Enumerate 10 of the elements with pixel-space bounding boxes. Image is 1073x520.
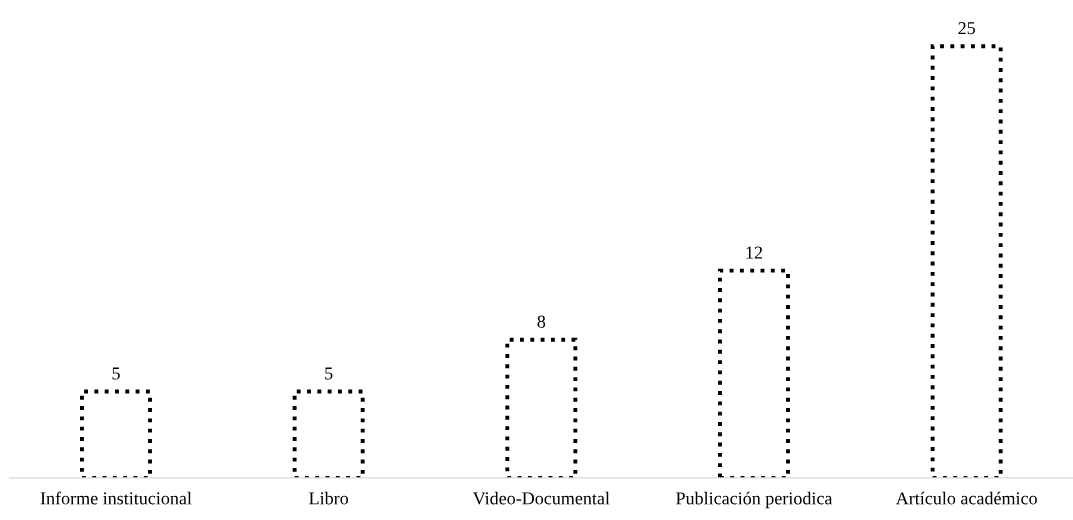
x-tick-label: Publicación periodica <box>676 491 833 509</box>
x-tick-label: Libro <box>309 491 349 505</box>
data-label: 5 <box>112 367 120 380</box>
data-label: 25 <box>958 22 975 35</box>
data-label: 12 <box>746 246 763 259</box>
x-tick-label: Video-Documental <box>472 491 610 505</box>
data-label: 5 <box>325 367 333 380</box>
x-tick-label: Informe institucional <box>40 491 192 505</box>
data-label: 8 <box>537 315 546 328</box>
x-tick-label: Artículo académico <box>895 491 1037 505</box>
